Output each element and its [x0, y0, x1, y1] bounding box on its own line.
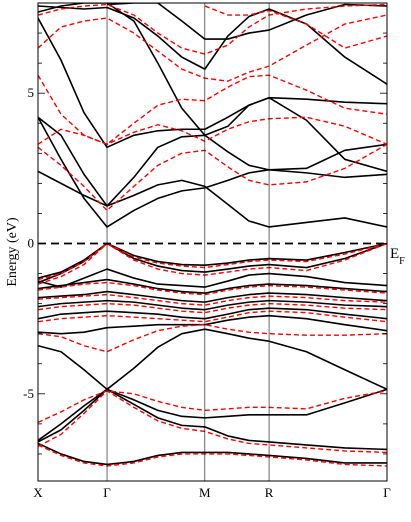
x-tick-label: M — [199, 485, 211, 500]
dashed-band-8 — [38, 242, 387, 285]
x-tick-label: Γ — [103, 485, 111, 500]
solid-band-9 — [38, 242, 387, 279]
x-tick-label: Γ — [383, 485, 391, 500]
solid-band-18 — [106, 3, 387, 40]
solid-band-1 — [38, 388, 387, 451]
fermi-label-main: E — [390, 246, 399, 262]
dashed-band-1 — [38, 390, 387, 454]
k-point-lines — [106, 3, 270, 481]
dashed-band-11 — [38, 116, 387, 145]
dashed-band-5 — [38, 302, 387, 314]
x-tick-label: X — [33, 485, 43, 500]
plot-frame — [37, 2, 388, 482]
solid-band-12 — [38, 116, 387, 228]
y-axis: -5 0 5 — [23, 2, 387, 455]
dashed-band-9 — [38, 281, 387, 296]
fermi-label-sub: F — [399, 256, 405, 267]
dashed-band-14 — [38, 3, 387, 55]
dashed-band-7 — [38, 242, 387, 281]
solid-band-15 — [38, 17, 387, 173]
solid-band-11 — [38, 268, 387, 288]
y-axis-title: Energy (eV) — [5, 217, 20, 287]
dashed-band-12 — [38, 74, 387, 145]
solid-band-5 — [38, 307, 387, 320]
solid-band-0 — [38, 442, 387, 466]
solid-band-10 — [38, 242, 387, 284]
dashed-band-2 — [38, 390, 387, 424]
dashed-band-3 — [38, 323, 387, 353]
solid-band-7 — [38, 290, 387, 303]
solid-band-16 — [38, 3, 387, 137]
fermi-level-label: EF — [390, 246, 405, 267]
y-tick-label: 0 — [28, 236, 35, 251]
solid-band-17 — [38, 5, 387, 85]
dashed-band-10 — [38, 143, 387, 212]
dashed-band-0 — [38, 444, 387, 467]
y-tick-label: 5 — [28, 85, 35, 100]
x-tick-label: R — [265, 485, 274, 500]
solid-band-3 — [38, 328, 387, 391]
y-tick-label: -5 — [23, 386, 34, 401]
dashed-band-4 — [38, 310, 387, 323]
solid-band-6 — [38, 299, 387, 311]
solid-band-2 — [38, 388, 387, 442]
solid-band-13 — [38, 170, 387, 228]
dashed-band-13 — [38, 14, 387, 82]
solid-band-14 — [38, 116, 387, 207]
solid-band-8 — [38, 278, 387, 294]
solid-band-4 — [38, 314, 387, 335]
dashed-band-6 — [38, 293, 387, 306]
bands-layer — [38, 3, 387, 467]
